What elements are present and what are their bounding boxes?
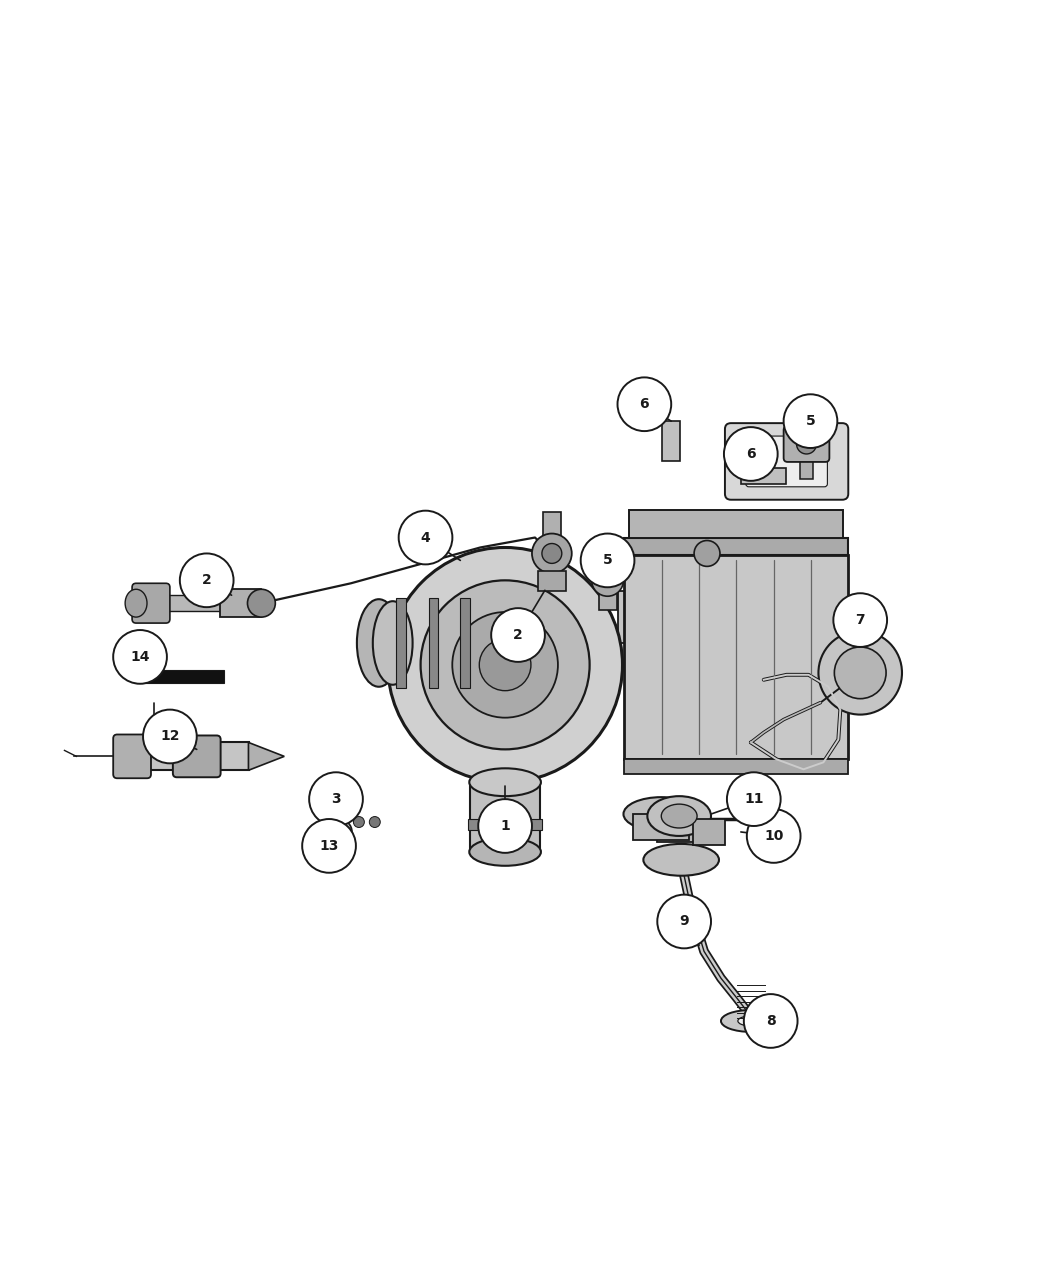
Bar bbox=[693, 819, 724, 845]
Ellipse shape bbox=[354, 816, 364, 827]
Bar bbox=[165, 595, 220, 611]
Bar bbox=[598, 580, 616, 611]
Circle shape bbox=[309, 773, 363, 826]
Circle shape bbox=[399, 511, 453, 565]
FancyBboxPatch shape bbox=[783, 426, 830, 462]
Bar bbox=[134, 671, 224, 683]
Ellipse shape bbox=[125, 589, 147, 617]
Ellipse shape bbox=[797, 434, 817, 454]
FancyBboxPatch shape bbox=[113, 734, 151, 778]
Circle shape bbox=[783, 394, 837, 448]
Circle shape bbox=[479, 639, 531, 691]
Ellipse shape bbox=[591, 565, 624, 597]
Bar bbox=[663, 421, 680, 462]
Circle shape bbox=[743, 994, 798, 1048]
Circle shape bbox=[617, 377, 671, 431]
FancyBboxPatch shape bbox=[746, 436, 827, 487]
FancyBboxPatch shape bbox=[132, 583, 170, 623]
Circle shape bbox=[727, 773, 780, 826]
Bar bbox=[633, 813, 689, 840]
Bar bbox=[625, 556, 848, 760]
Text: 14: 14 bbox=[130, 650, 150, 664]
Circle shape bbox=[453, 612, 558, 718]
Ellipse shape bbox=[370, 816, 380, 827]
Circle shape bbox=[302, 819, 356, 873]
FancyBboxPatch shape bbox=[724, 423, 848, 500]
Bar bbox=[219, 589, 261, 617]
Text: 12: 12 bbox=[161, 729, 180, 743]
Circle shape bbox=[143, 710, 196, 764]
Text: 3: 3 bbox=[331, 792, 341, 806]
Text: 5: 5 bbox=[603, 553, 612, 567]
Ellipse shape bbox=[357, 599, 401, 687]
Circle shape bbox=[387, 547, 623, 783]
Text: 6: 6 bbox=[746, 448, 756, 462]
Text: 4: 4 bbox=[421, 530, 430, 544]
FancyBboxPatch shape bbox=[173, 736, 220, 778]
Circle shape bbox=[478, 799, 532, 853]
Text: 6: 6 bbox=[639, 398, 649, 412]
Ellipse shape bbox=[469, 769, 541, 796]
Circle shape bbox=[723, 427, 778, 481]
Bar bbox=[470, 780, 540, 854]
Bar bbox=[657, 816, 701, 842]
Bar bbox=[396, 598, 405, 687]
Bar bbox=[538, 571, 566, 592]
Ellipse shape bbox=[373, 602, 413, 685]
Bar bbox=[379, 603, 398, 682]
Text: 2: 2 bbox=[513, 629, 523, 643]
Text: 13: 13 bbox=[319, 839, 339, 853]
Circle shape bbox=[581, 533, 634, 588]
Circle shape bbox=[421, 580, 590, 750]
Circle shape bbox=[694, 541, 720, 566]
Bar bbox=[625, 760, 848, 774]
Ellipse shape bbox=[469, 838, 541, 866]
Ellipse shape bbox=[644, 844, 719, 876]
Circle shape bbox=[835, 646, 886, 699]
Ellipse shape bbox=[738, 1016, 763, 1026]
Bar bbox=[741, 468, 785, 483]
Bar bbox=[468, 819, 542, 830]
Ellipse shape bbox=[662, 805, 697, 827]
Circle shape bbox=[491, 608, 545, 662]
Text: 11: 11 bbox=[744, 792, 763, 806]
Text: 5: 5 bbox=[805, 414, 816, 428]
Ellipse shape bbox=[327, 819, 352, 845]
Bar bbox=[428, 598, 439, 687]
Ellipse shape bbox=[648, 796, 711, 836]
Ellipse shape bbox=[248, 589, 275, 617]
Bar bbox=[799, 456, 814, 479]
Circle shape bbox=[180, 553, 233, 607]
Ellipse shape bbox=[624, 797, 699, 831]
Text: 9: 9 bbox=[679, 914, 689, 928]
Circle shape bbox=[818, 631, 902, 714]
Text: 2: 2 bbox=[202, 574, 211, 588]
Text: 7: 7 bbox=[856, 613, 865, 627]
Ellipse shape bbox=[532, 533, 572, 574]
Circle shape bbox=[834, 593, 887, 646]
Bar bbox=[543, 511, 561, 550]
Bar bbox=[617, 592, 627, 643]
Bar bbox=[625, 538, 848, 556]
Ellipse shape bbox=[542, 543, 562, 564]
Circle shape bbox=[657, 895, 711, 949]
Text: 8: 8 bbox=[765, 1014, 776, 1028]
Text: 10: 10 bbox=[764, 829, 783, 843]
Bar bbox=[460, 598, 470, 687]
Text: 1: 1 bbox=[500, 819, 510, 833]
Bar bbox=[629, 510, 843, 538]
Circle shape bbox=[747, 810, 800, 863]
Ellipse shape bbox=[721, 1010, 780, 1031]
Bar bbox=[145, 742, 250, 770]
Polygon shape bbox=[249, 742, 285, 770]
Circle shape bbox=[113, 630, 167, 683]
